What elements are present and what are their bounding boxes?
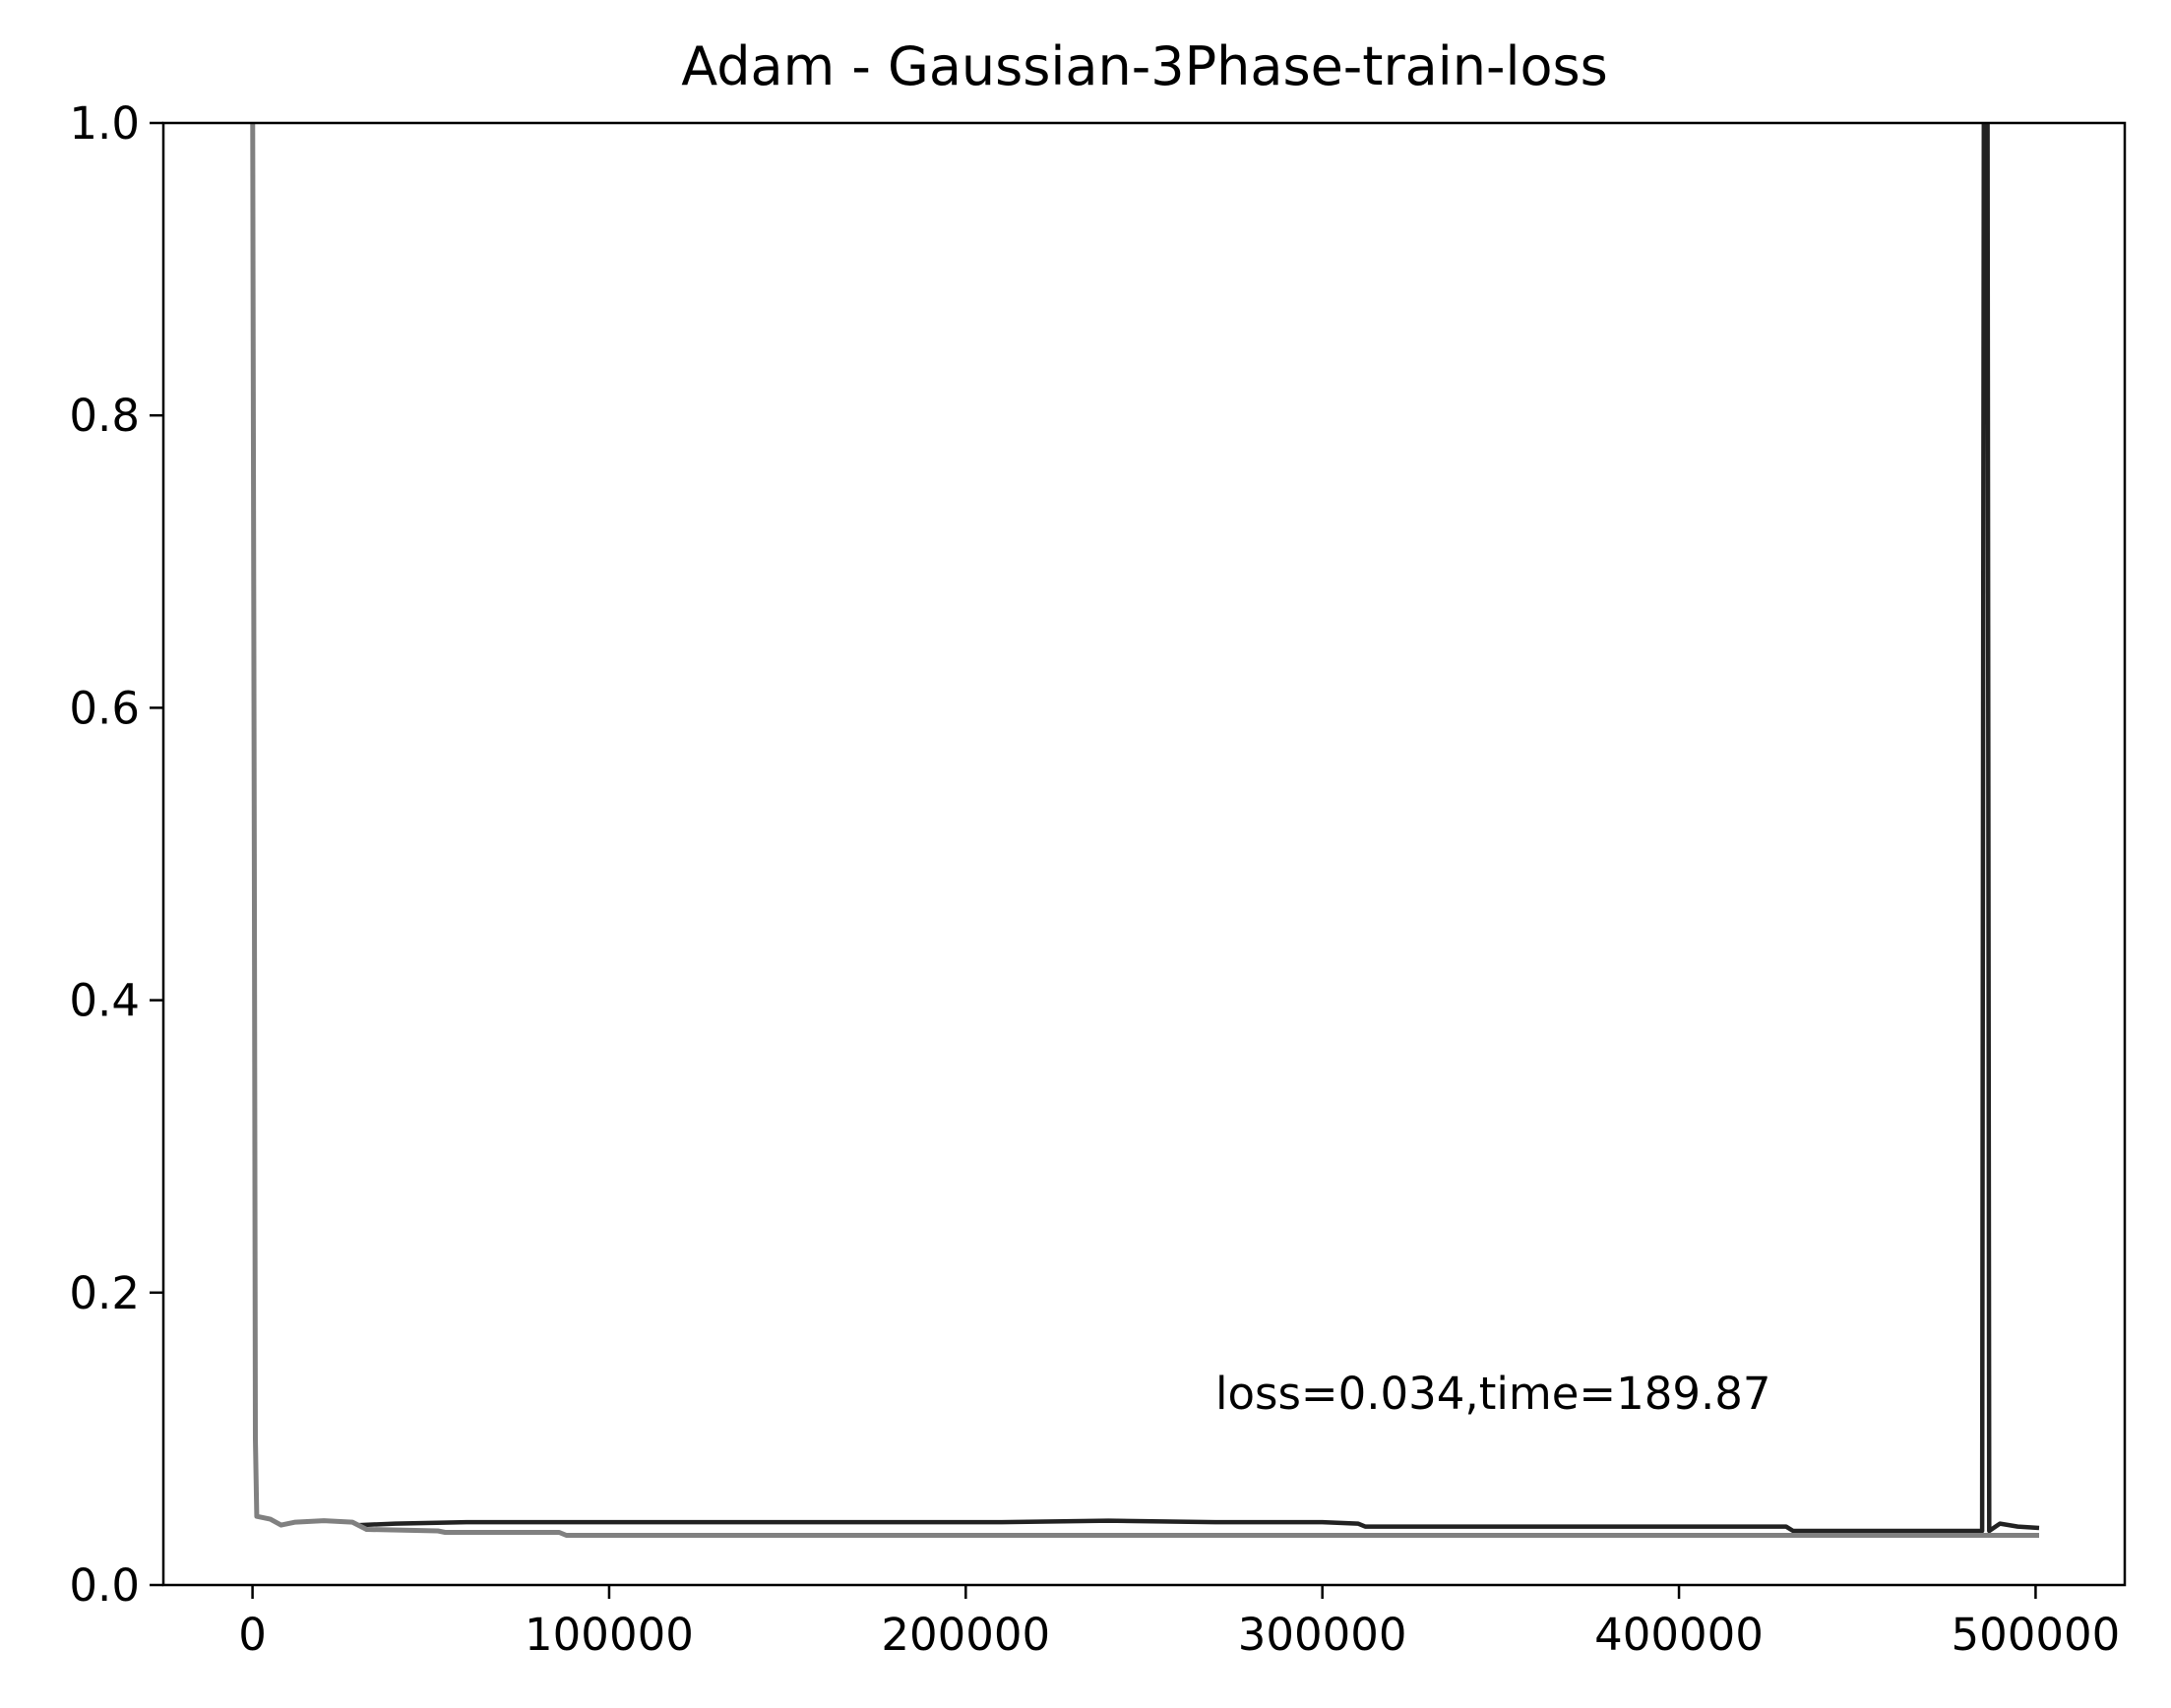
y-tick-label: 0.2 [69,1267,140,1319]
y-tick-label: 0.0 [69,1559,140,1612]
plot-area [161,121,2127,1587]
y-tick-label: 0.8 [69,390,140,442]
x-tick-label: 500000 [1952,1609,2121,1661]
x-tick-label: 0 [238,1609,267,1661]
y-tick-label: 1.0 [69,97,140,150]
y-tick-label: 0.6 [69,682,140,734]
plot-frame [161,121,2127,1587]
chart-title: Adam - Gaussian-3Phase-train-loss [681,35,1608,97]
series-line-2 [250,123,2039,1538]
x-tick-label: 400000 [1594,1609,1764,1661]
x-tick-label: 200000 [881,1609,1050,1661]
series-line-1 [359,123,2040,1534]
x-tick-label: 100000 [525,1609,694,1661]
y-tick-label: 0.4 [69,975,140,1027]
series-layer [250,123,2040,1538]
x-tick-label: 300000 [1238,1609,1407,1661]
x-axis: 0 100000 200000 300000 400000 500000 [238,1585,2120,1661]
y-axis: 0.0 0.2 0.4 0.6 0.8 1.0 [69,97,163,1612]
chart-annotation: loss=0.034,time=189.87 [1215,1368,1771,1420]
